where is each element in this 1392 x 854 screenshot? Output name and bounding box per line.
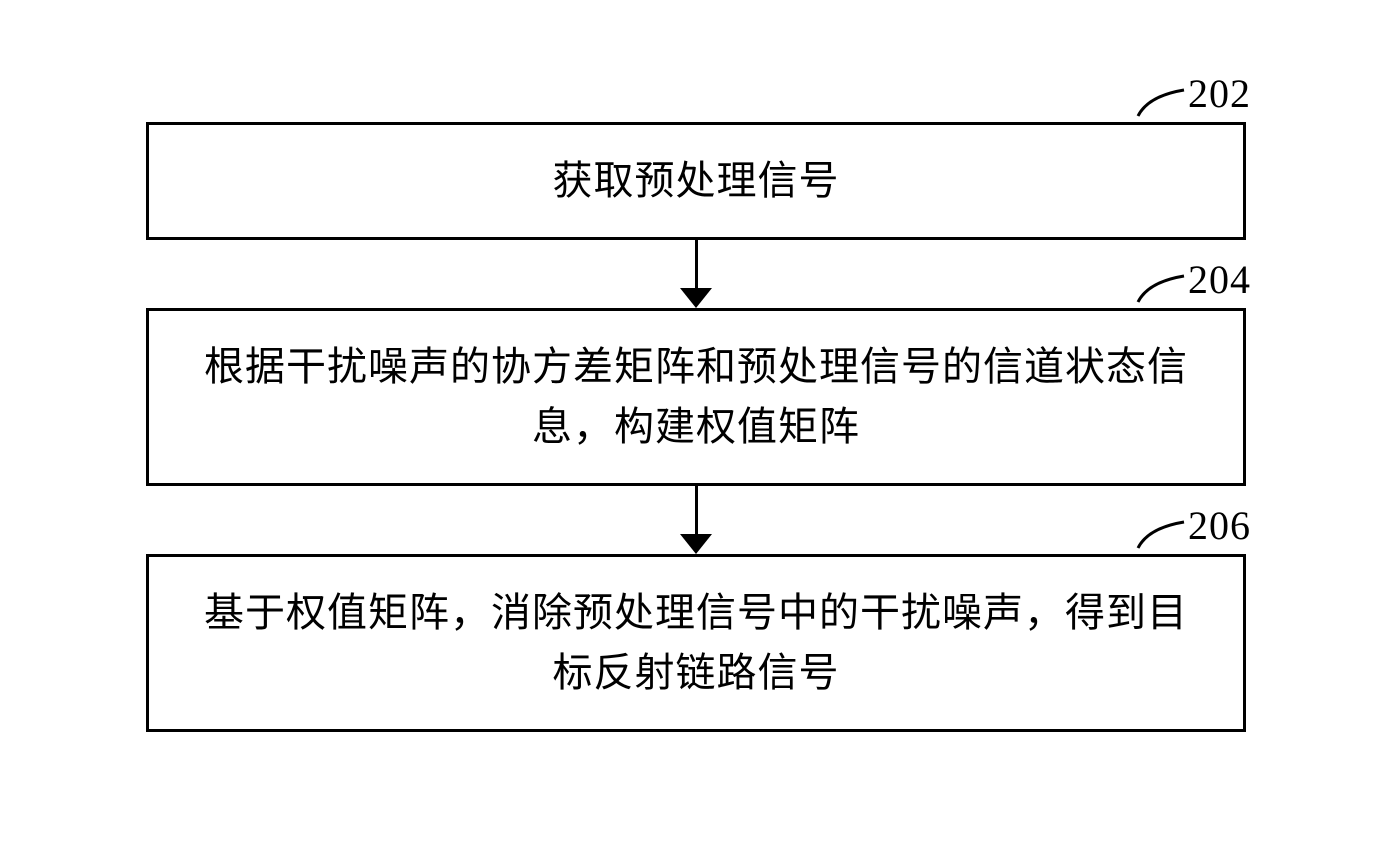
arrow-1: [680, 240, 712, 308]
flowchart-box-wrapper-1: 202 获取预处理信号: [146, 122, 1246, 240]
box-text-2: 根据干扰噪声的协方差矩阵和预处理信号的信道状态信息，构建权值矩阵: [189, 337, 1203, 457]
box-label-1: 202: [1188, 70, 1251, 117]
label-curve-1: [1136, 88, 1186, 118]
flowchart-box-wrapper-3: 206 基于权值矩阵，消除预处理信号中的干扰噪声，得到目标反射链路信号: [146, 554, 1246, 732]
arrow-2: [680, 486, 712, 554]
box-label-3: 206: [1188, 502, 1251, 549]
arrow-head-2: [680, 534, 712, 554]
label-curve-3: [1136, 520, 1186, 550]
flowchart-container: 202 获取预处理信号 204 根据干扰噪声的协方差矩阵和预处理信号的信道状态信…: [146, 122, 1246, 732]
arrow-line-1: [695, 240, 698, 288]
box-text-3: 基于权值矩阵，消除预处理信号中的干扰噪声，得到目标反射链路信号: [189, 583, 1203, 703]
box-text-1: 获取预处理信号: [553, 151, 840, 211]
arrow-line-2: [695, 486, 698, 534]
box-label-2: 204: [1188, 256, 1251, 303]
arrow-head-1: [680, 288, 712, 308]
flowchart-box-wrapper-2: 204 根据干扰噪声的协方差矩阵和预处理信号的信道状态信息，构建权值矩阵: [146, 308, 1246, 486]
flowchart-box-3: 基于权值矩阵，消除预处理信号中的干扰噪声，得到目标反射链路信号: [146, 554, 1246, 732]
label-curve-2: [1136, 274, 1186, 304]
flowchart-box-2: 根据干扰噪声的协方差矩阵和预处理信号的信道状态信息，构建权值矩阵: [146, 308, 1246, 486]
flowchart-box-1: 获取预处理信号: [146, 122, 1246, 240]
